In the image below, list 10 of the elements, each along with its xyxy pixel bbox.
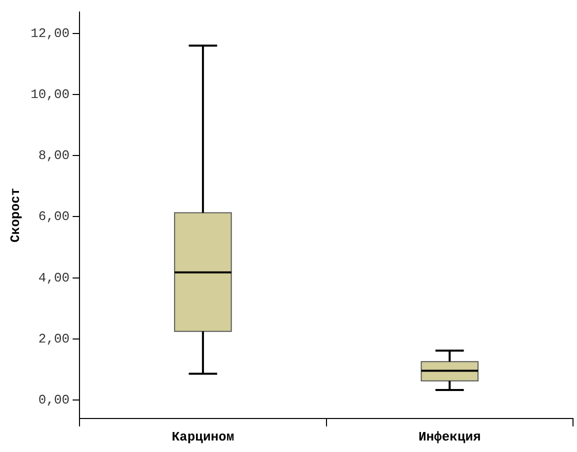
- y-axis-title: Скорост: [8, 188, 24, 243]
- y-tick-label: 6,00: [38, 209, 70, 224]
- x-tick-label: Карцином: [172, 429, 234, 444]
- y-tick-label: 8,00: [38, 148, 70, 164]
- x-tick-label: Инфекция: [418, 429, 481, 444]
- y-tick-label: 0,00: [38, 392, 70, 408]
- y-tick-label: 12,00: [30, 26, 70, 41]
- y-tick-label: 2,00: [38, 331, 70, 346]
- y-tick-label: 4,00: [38, 270, 70, 286]
- y-tick-label: 10,00: [30, 86, 70, 102]
